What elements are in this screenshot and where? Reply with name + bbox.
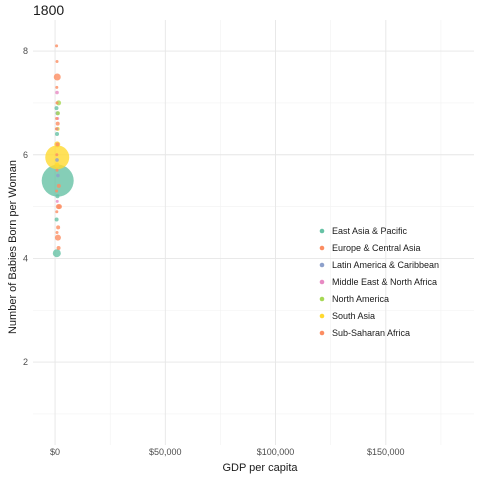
chart-points: [41, 44, 74, 258]
legend-swatch: [319, 279, 325, 285]
data-point: [55, 210, 59, 214]
y-tick-label: 6: [23, 150, 28, 160]
legend-swatch: [319, 330, 325, 336]
data-point: [55, 44, 59, 48]
legend-label: East Asia & Pacific: [332, 226, 408, 236]
data-point: [56, 173, 60, 178]
y-axis-title: Number of Babies Born per Woman: [7, 160, 19, 334]
data-point: [55, 59, 59, 63]
data-point: [54, 127, 58, 131]
data-point: [53, 73, 61, 81]
data-point: [55, 121, 60, 126]
x-axis-ticks: $0 $50,000 $100,000 $150,000: [50, 447, 405, 457]
data-point: [55, 153, 59, 157]
chart-grid: [33, 20, 474, 445]
data-point: [55, 85, 59, 89]
data-point: [56, 246, 61, 251]
data-point: [56, 204, 62, 210]
data-point: [54, 162, 60, 168]
data-point: [52, 249, 61, 258]
data-point: [56, 225, 61, 230]
legend-swatch: [319, 228, 325, 234]
data-point: [45, 145, 70, 170]
x-tick-label: $150,000: [367, 447, 405, 457]
data-point: [55, 142, 60, 147]
x-tick-label: $100,000: [257, 447, 295, 457]
chart-legend: East Asia & Pacific Europe & Central Asia…: [319, 226, 439, 338]
legend-label: Sub-Saharan Africa: [332, 328, 410, 338]
x-axis-title: GDP per capita: [222, 462, 298, 474]
data-point: [55, 116, 59, 120]
data-point: [55, 90, 59, 95]
data-point: [55, 158, 59, 162]
data-point: [55, 231, 59, 234]
legend-swatch: [319, 245, 325, 251]
data-point: [54, 217, 59, 222]
data-point: [55, 111, 60, 116]
legend-swatch: [319, 313, 325, 319]
data-point: [55, 189, 59, 193]
data-point: [55, 199, 59, 203]
y-tick-label: 4: [23, 253, 28, 263]
data-point: [55, 168, 59, 172]
legend-label: South Asia: [332, 311, 375, 321]
legend-label: Middle East & North Africa: [332, 277, 437, 287]
legend-label: Europe & Central Asia: [332, 243, 421, 253]
data-point: [56, 183, 61, 188]
x-tick-label: $0: [50, 447, 60, 457]
y-tick-label: 2: [23, 357, 28, 367]
legend-label: North America: [332, 294, 389, 304]
y-axis-ticks: 2 4 6 8: [23, 46, 28, 367]
legend-swatch: [319, 296, 325, 302]
data-point: [54, 106, 59, 111]
x-tick-label: $50,000: [149, 447, 182, 457]
data-point: [55, 101, 59, 105]
legend-label: Latin America & Caribbean: [332, 260, 439, 270]
y-tick-label: 8: [23, 46, 28, 56]
data-point: [55, 132, 60, 137]
legend-swatch: [319, 262, 325, 268]
chart-title: 1800: [33, 2, 64, 18]
data-point: [41, 164, 74, 197]
data-point: [55, 194, 60, 199]
data-point: [54, 234, 61, 241]
